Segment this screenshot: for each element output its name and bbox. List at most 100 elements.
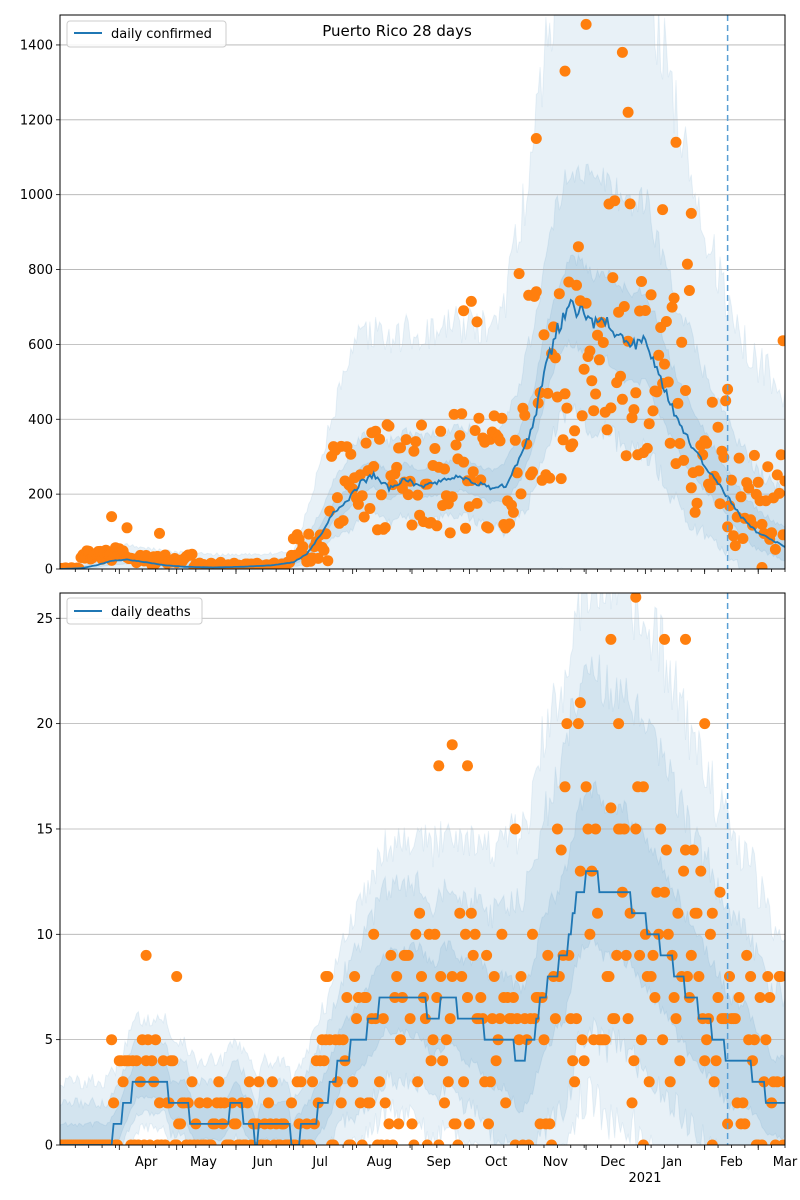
observed-point — [167, 1055, 179, 1067]
observed-point — [762, 971, 774, 982]
observed-point — [549, 352, 561, 364]
observed-point — [628, 404, 640, 416]
observed-point — [720, 395, 732, 407]
observed-point — [572, 718, 584, 730]
observed-point — [263, 1097, 274, 1109]
observed-point — [328, 1139, 339, 1145]
observed-point — [727, 530, 739, 542]
x-tick-label: Jan — [661, 1155, 682, 1170]
observed-point — [446, 971, 458, 982]
observed-point — [586, 375, 598, 387]
observed-point — [117, 1076, 129, 1088]
observed-point — [442, 1076, 454, 1088]
observed-point — [469, 928, 481, 940]
deaths-chart: 0 5 10 15 20 25 Apr May Jun Jul Aug Sep Oct Nov Dec Ja… — [36, 592, 798, 1186]
observed-point — [584, 345, 596, 357]
legend-confirmed-label: daily confirmed — [111, 27, 212, 42]
observed-point — [647, 405, 659, 417]
observed-point — [374, 433, 385, 445]
observed-point — [779, 1076, 785, 1088]
observed-point — [567, 1055, 579, 1067]
observed-point — [559, 388, 571, 400]
x-tick-label: Jun — [252, 1155, 273, 1170]
y-tick-label: 400 — [28, 413, 53, 428]
confirmed-chart: 0 200 400 600 800 1000 1200 1400 Puerto Rico 28… — [20, 14, 786, 578]
observed-point — [150, 1034, 162, 1046]
observed-point — [458, 456, 470, 468]
observed-point — [551, 823, 563, 835]
observed-point — [450, 439, 462, 451]
observed-point — [337, 515, 349, 527]
observed-point — [360, 992, 372, 1003]
legend-deaths-label: daily deaths — [111, 605, 191, 620]
observed-point — [775, 971, 785, 982]
observed-point — [620, 949, 632, 961]
observed-point — [574, 697, 586, 709]
observed-point — [360, 437, 372, 449]
observed-point — [630, 387, 642, 399]
observed-point — [515, 971, 527, 982]
y-tick-label: 20 — [36, 717, 53, 732]
observed-point — [446, 491, 458, 503]
observed-point — [331, 1076, 343, 1088]
observed-point — [444, 1013, 456, 1025]
y-tick-label: 15 — [36, 822, 53, 837]
observed-point — [416, 971, 427, 982]
observed-point — [454, 907, 466, 919]
observed-point — [475, 474, 487, 486]
observed-point — [630, 823, 642, 835]
observed-point — [427, 1034, 439, 1046]
observed-point — [347, 1076, 359, 1088]
x-tick-label: Feb — [720, 1155, 743, 1170]
observed-point — [243, 1076, 255, 1088]
observed-point — [293, 1118, 305, 1130]
observed-point — [358, 511, 370, 523]
observed-point — [511, 467, 523, 479]
observed-point — [553, 288, 565, 300]
observed-point — [507, 506, 519, 518]
observed-point — [729, 540, 741, 552]
observed-point — [747, 1055, 758, 1067]
observed-point — [626, 1097, 638, 1109]
observed-point — [465, 295, 477, 307]
observed-point — [528, 1013, 540, 1025]
x-tick-label: Oct — [485, 1155, 507, 1170]
observed-point — [219, 1097, 230, 1109]
observed-point — [546, 1139, 558, 1145]
observed-point — [590, 823, 602, 835]
observed-point — [544, 472, 556, 484]
observed-point — [639, 305, 651, 316]
observed-point — [542, 949, 554, 961]
observed-point — [213, 1076, 225, 1088]
observed-point — [668, 992, 680, 1003]
observed-point — [724, 500, 735, 512]
median-line — [60, 870, 785, 1145]
observed-point — [201, 1097, 213, 1109]
observed-point — [527, 928, 538, 940]
observed-point — [745, 971, 757, 982]
observed-point — [395, 442, 406, 454]
observed-point — [706, 1139, 718, 1145]
observed-point — [297, 541, 309, 553]
observed-point — [175, 1118, 186, 1130]
observed-point — [490, 1055, 502, 1067]
observed-point — [458, 305, 470, 317]
observed-point — [295, 1076, 307, 1088]
observed-point — [379, 522, 391, 534]
observed-point — [431, 520, 443, 532]
observed-point — [743, 482, 755, 494]
observed-point — [511, 1013, 523, 1025]
observed-point — [668, 292, 680, 304]
y-tick-label: 1400 — [20, 38, 53, 53]
observed-point — [354, 1097, 366, 1109]
x-tick-label: Apr — [135, 1155, 158, 1170]
observed-point — [513, 1034, 525, 1046]
observed-point — [659, 633, 670, 645]
observed-point — [567, 438, 579, 450]
observed-point — [404, 1013, 416, 1025]
observed-point — [481, 949, 493, 961]
observed-point — [653, 349, 665, 361]
observed-point — [618, 823, 630, 835]
observed-point — [186, 1076, 198, 1088]
observed-point — [708, 1076, 720, 1088]
